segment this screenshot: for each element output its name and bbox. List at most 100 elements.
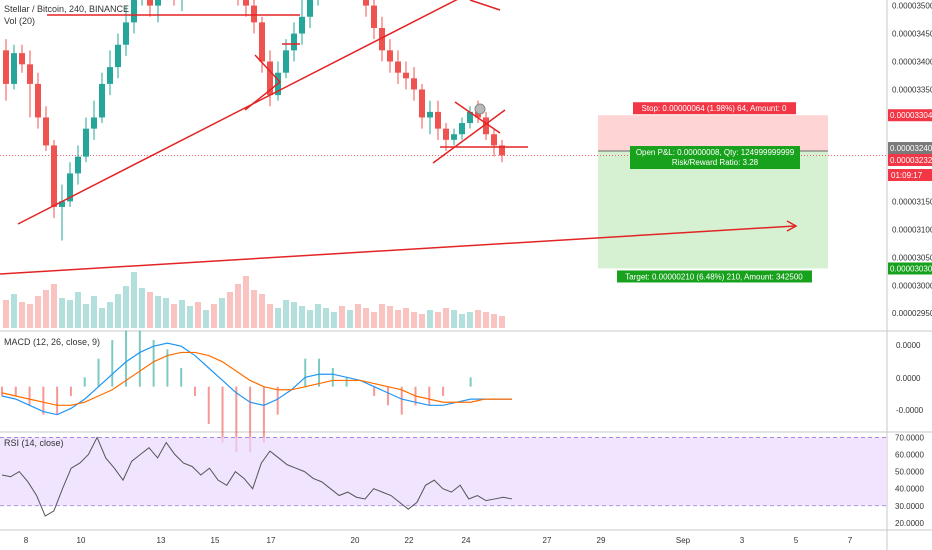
price-axis-tick: 0.00003050 bbox=[892, 253, 932, 262]
volume-bar bbox=[187, 306, 193, 328]
volume-bar bbox=[219, 298, 225, 328]
candle-body bbox=[43, 117, 49, 146]
price-tag-text: 0.00003030 bbox=[890, 264, 932, 273]
countdown-text: 01:09:17 bbox=[891, 171, 923, 180]
long-trend-arrow bbox=[0, 225, 796, 275]
rr-label-text: Risk/Reward Ratio: 3.28 bbox=[672, 158, 759, 167]
price-tag-text: 0.00003240 bbox=[890, 144, 932, 153]
time-axis-tick: 29 bbox=[597, 536, 606, 545]
volume-bar bbox=[387, 306, 393, 328]
volume-bar bbox=[67, 300, 73, 328]
volume-bar bbox=[363, 308, 369, 328]
volume-bar bbox=[435, 312, 441, 328]
candle-body bbox=[299, 16, 305, 34]
time-axis-tick: 24 bbox=[462, 536, 471, 545]
price-tag-text: 0.00003232 bbox=[890, 156, 932, 165]
candle-body bbox=[59, 201, 65, 207]
time-axis-tick: 7 bbox=[848, 536, 853, 545]
candle-body bbox=[35, 83, 41, 118]
candle-body bbox=[3, 50, 9, 84]
candle-body bbox=[363, 0, 369, 6]
candle-body bbox=[243, 0, 249, 6]
price-tag bbox=[888, 262, 932, 275]
channel-line-b bbox=[254, 54, 281, 83]
time-axis-tick: 15 bbox=[211, 536, 220, 545]
volume-bar bbox=[251, 290, 257, 328]
volume-bar bbox=[347, 310, 353, 328]
macd-axis-tick: 0.0000 bbox=[896, 374, 921, 383]
price-axis-tick: 0.00003500 bbox=[892, 2, 932, 11]
candle-body bbox=[115, 44, 121, 68]
macd-axis-tick: 0.0000 bbox=[896, 341, 921, 350]
time-axis-tick: 10 bbox=[77, 536, 86, 545]
volume-bar bbox=[427, 310, 433, 328]
volume-bar bbox=[99, 308, 105, 328]
candle-body bbox=[403, 72, 409, 79]
candle-body bbox=[83, 128, 89, 157]
volume-bar bbox=[131, 272, 137, 328]
candle-body bbox=[283, 50, 289, 73]
candle-body bbox=[475, 111, 481, 118]
candle-body bbox=[19, 53, 25, 65]
volume-bar bbox=[115, 294, 121, 328]
volume-bar bbox=[259, 294, 265, 328]
candle-body bbox=[387, 50, 393, 62]
target-label-box bbox=[617, 270, 812, 283]
candle-body bbox=[371, 5, 377, 28]
price-axis-tick: 0.00003450 bbox=[892, 30, 932, 39]
price-tag bbox=[888, 142, 932, 155]
volume-bar bbox=[11, 294, 17, 328]
candle-body bbox=[379, 27, 385, 51]
volume-bar bbox=[75, 292, 81, 328]
time-axis-tick: 17 bbox=[267, 536, 276, 545]
volume-bar bbox=[139, 288, 145, 328]
volume-bar bbox=[355, 304, 361, 328]
volume-bar bbox=[451, 310, 457, 328]
volume-bar bbox=[315, 304, 321, 328]
macd-line bbox=[1, 342, 512, 416]
candle-body bbox=[459, 123, 465, 135]
volume-bar bbox=[83, 304, 89, 328]
macd-axis-tick: -0.0000 bbox=[896, 406, 924, 415]
rsi-axis-tick: 70.0000 bbox=[895, 433, 924, 442]
candle-body bbox=[483, 117, 489, 135]
volume-bar bbox=[59, 298, 65, 328]
candle-body bbox=[251, 5, 257, 23]
time-axis-tick: 22 bbox=[405, 536, 414, 545]
volume-bar bbox=[419, 314, 425, 328]
stop-label-box bbox=[633, 102, 796, 115]
price-axis-tick: 0.00003150 bbox=[892, 197, 932, 206]
time-axis-tick: 27 bbox=[543, 536, 552, 545]
candle-body bbox=[451, 134, 457, 140]
volume-bar bbox=[371, 312, 377, 328]
candle-body bbox=[155, 0, 161, 6]
candle-body bbox=[491, 134, 497, 146]
volume-bar bbox=[379, 304, 385, 328]
candle-body bbox=[419, 89, 425, 118]
volume-bar bbox=[339, 306, 345, 328]
volume-bar bbox=[467, 312, 473, 328]
candle-body bbox=[11, 53, 17, 84]
pnl-label-text: Open P&L: 0.00000008, Qty: 124999999999 bbox=[636, 148, 795, 157]
candle-body bbox=[443, 128, 449, 140]
candle-body bbox=[91, 117, 97, 129]
candle-body bbox=[259, 22, 265, 62]
target-label-text: Target: 0.00000210 (6.48%) 210, Amount: … bbox=[625, 272, 803, 281]
wedge-upper-line bbox=[454, 101, 501, 134]
rsi-axis-tick: 30.0000 bbox=[895, 502, 924, 511]
stop-label-text: Stop: 0.00000064 (1.98%) 64, Amount: 0 bbox=[642, 104, 788, 113]
time-axis-tick: 8 bbox=[24, 536, 29, 545]
rsi-axis-tick: 20.0000 bbox=[895, 519, 924, 528]
rsi-line bbox=[1, 436, 513, 517]
volume-bar bbox=[459, 314, 465, 328]
volume-bar bbox=[3, 300, 9, 328]
candle-body bbox=[411, 78, 417, 90]
rsi-axis-tick: 60.0000 bbox=[895, 451, 924, 460]
price-tag bbox=[888, 109, 932, 122]
price-axis-tick: 0.00003000 bbox=[892, 281, 932, 290]
volume-bar bbox=[35, 296, 41, 328]
rsi-axis-tick: 40.0000 bbox=[895, 485, 924, 494]
candle-body bbox=[427, 111, 433, 118]
